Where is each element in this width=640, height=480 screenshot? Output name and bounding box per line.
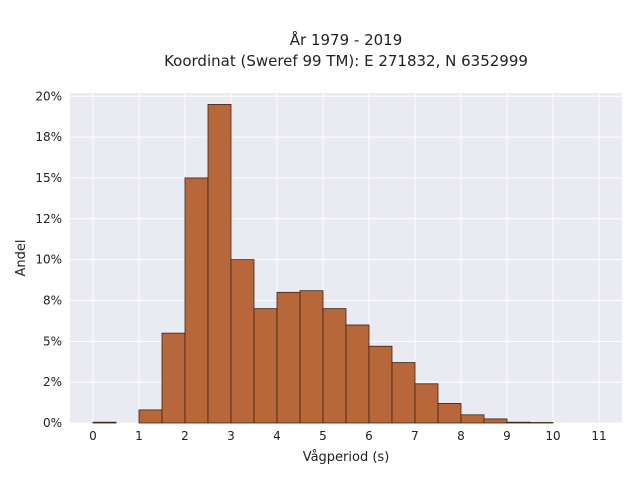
x-tick-label: 8 xyxy=(457,429,465,443)
y-tick-label: 2% xyxy=(43,375,62,389)
x-tick-label: 2 xyxy=(181,429,189,443)
histogram-bar xyxy=(184,177,209,424)
histogram-bar xyxy=(322,308,347,424)
x-tick-label: 9 xyxy=(503,429,511,443)
x-tick-label: 7 xyxy=(411,429,419,443)
y-tick-label: 20% xyxy=(35,89,62,103)
histogram-bar xyxy=(414,383,439,424)
x-tick-label: 5 xyxy=(319,429,327,443)
x-axis-ticks: 0 1 2 3 4 5 6 7 8 9 10 11 xyxy=(89,429,606,443)
y-tick-label: 15% xyxy=(35,171,62,185)
histogram-bar xyxy=(92,421,117,424)
y-tick-label: 8% xyxy=(43,293,62,307)
x-tick-label: 3 xyxy=(227,429,235,443)
x-tick-label: 6 xyxy=(365,429,373,443)
histogram-bar xyxy=(276,291,301,424)
histogram-bar xyxy=(391,362,416,424)
y-tick-label: 10% xyxy=(35,253,62,267)
chart-subtitle: Koordinat (Sweref 99 TM): E 271832, N 63… xyxy=(164,52,528,70)
histogram-bar xyxy=(345,324,370,424)
x-tick-label: 10 xyxy=(545,429,560,443)
histogram-bar xyxy=(161,332,186,424)
x-axis-label: Vågperiod (s) xyxy=(303,450,390,465)
histogram-bar xyxy=(437,402,462,424)
y-axis-ticks: 0% 2% 5% 8% 10% 12% 15% 18% 20% xyxy=(35,89,62,430)
x-tick-label: 1 xyxy=(135,429,143,443)
histogram-bar xyxy=(230,259,255,424)
histogram-bar xyxy=(207,104,232,424)
histogram-bar xyxy=(368,345,393,424)
y-tick-label: 0% xyxy=(43,416,62,430)
x-tick-label: 0 xyxy=(89,429,97,443)
bars xyxy=(92,104,554,424)
chart-title: År 1979 - 2019 xyxy=(290,30,403,49)
y-tick-label: 12% xyxy=(35,212,62,226)
histogram-bar xyxy=(253,308,278,424)
histogram-bar xyxy=(506,421,531,424)
histogram-bar xyxy=(138,409,163,424)
histogram-bar xyxy=(460,414,485,424)
y-tick-label: 5% xyxy=(43,334,62,348)
histogram-bar xyxy=(299,290,324,424)
x-tick-label: 11 xyxy=(591,429,606,443)
y-axis-label: Andel xyxy=(14,240,29,277)
histogram-bar xyxy=(483,418,508,424)
x-tick-label: 4 xyxy=(273,429,281,443)
y-tick-label: 18% xyxy=(35,130,62,144)
